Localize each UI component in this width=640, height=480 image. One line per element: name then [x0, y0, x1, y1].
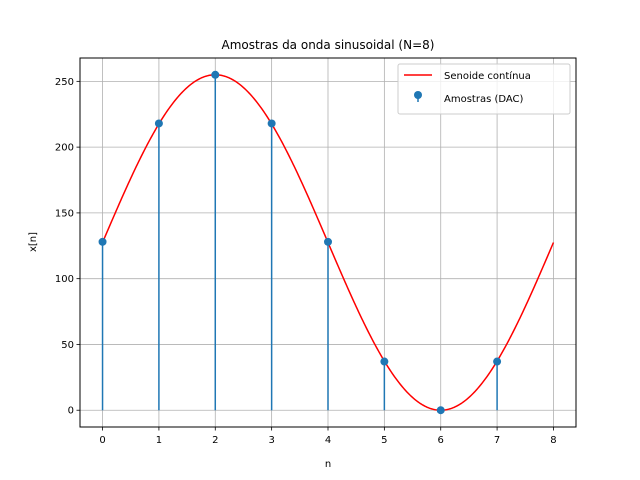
- legend-label-continuous: Senoide contínua: [444, 70, 531, 82]
- chart-title: Amostras da onda sinusoidal (N=8): [222, 38, 435, 52]
- sample-marker: [493, 357, 502, 366]
- x-tick-label: 8: [550, 435, 556, 446]
- x-axis-label: n: [325, 459, 331, 470]
- sample-marker: [211, 70, 220, 79]
- x-tick-label: 7: [494, 435, 500, 446]
- legend-label-samples: Amostras (DAC): [444, 94, 524, 105]
- stem-layer: [98, 70, 502, 415]
- ticks: 0 1 2 3 4 5 6 7 8 0 50 100 150 200 250: [55, 77, 557, 446]
- y-axis-label: x[n]: [28, 232, 39, 252]
- y-tick-label: 50: [61, 340, 74, 351]
- x-tick-label: 6: [438, 435, 444, 446]
- sample-marker: [98, 237, 107, 246]
- x-tick-label: 1: [156, 435, 162, 446]
- x-tick-label: 2: [212, 435, 218, 446]
- x-tick-label: 5: [381, 435, 387, 446]
- x-tick-label: 4: [325, 435, 331, 446]
- y-tick-label: 100: [55, 274, 74, 285]
- legend-box: [397, 63, 571, 115]
- x-tick-label: 0: [99, 435, 105, 446]
- x-tick-label: 3: [268, 435, 274, 446]
- y-tick-label: 0: [68, 406, 74, 417]
- sample-marker: [380, 357, 389, 366]
- y-tick-label: 200: [55, 143, 74, 154]
- sample-marker: [267, 119, 276, 128]
- y-tick-label: 250: [55, 77, 74, 88]
- sample-marker: [154, 119, 163, 128]
- sample-marker: [324, 237, 332, 246]
- legend: Senoide contínua Amostras (DAC): [397, 63, 571, 115]
- legend-marker-swatch: [414, 91, 422, 99]
- y-tick-label: 150: [55, 208, 74, 219]
- sample-marker: [436, 406, 445, 415]
